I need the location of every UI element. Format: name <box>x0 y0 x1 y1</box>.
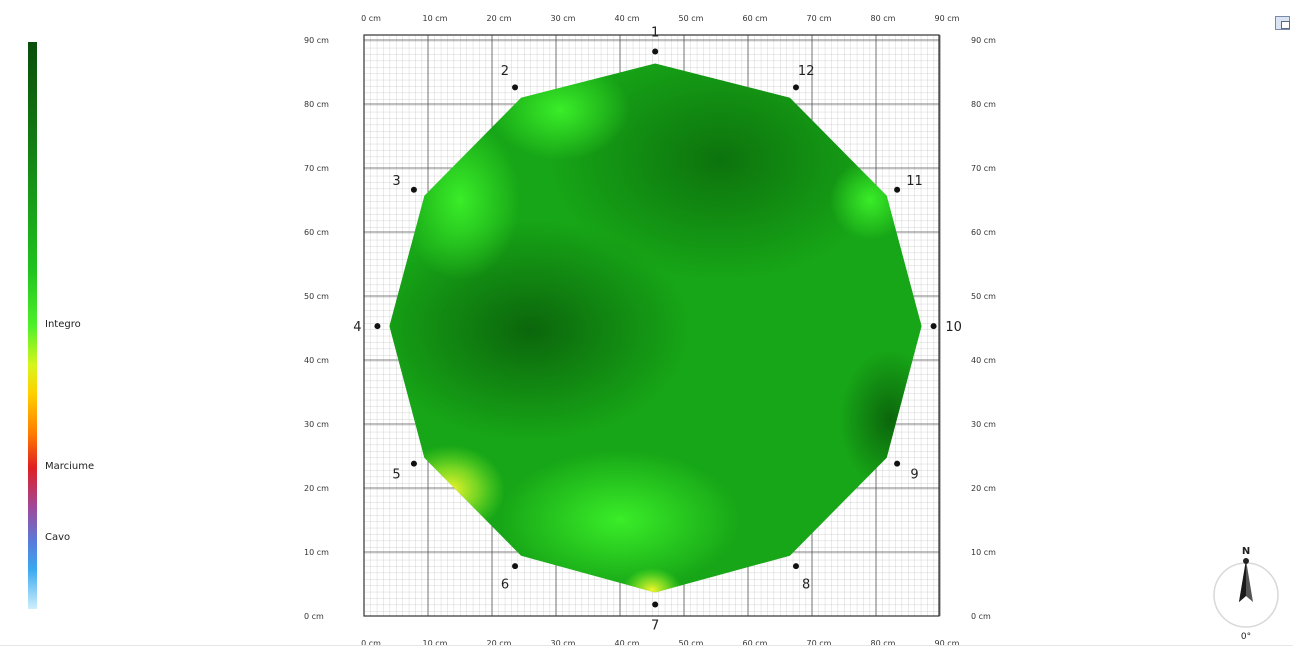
x-tick-top: 50 cm <box>679 14 704 23</box>
legend-label-integro: Integro <box>45 319 81 330</box>
y-tick-left: 30 cm <box>304 420 329 429</box>
y-tick-left: 80 cm <box>304 100 329 109</box>
x-tick-top: 20 cm <box>487 14 512 23</box>
x-axis-bottom: 0 cm 10 cm 20 cm 30 cm 40 cm 50 cm 60 cm 70 cm 8… <box>361 639 960 648</box>
x-tick-bottom: 0 cm <box>361 639 381 648</box>
y-tick-right: 10 cm <box>971 548 996 557</box>
x-tick-top: 80 cm <box>871 14 896 23</box>
x-tick-bottom: 30 cm <box>551 639 576 648</box>
sensor-label: 1 <box>651 26 659 41</box>
y-tick-right: 60 cm <box>971 228 996 237</box>
y-tick-right: 70 cm <box>971 164 996 173</box>
compass-angle-readout: 0° <box>1241 632 1251 640</box>
x-tick-bottom: 10 cm <box>423 639 448 648</box>
x-tick-top: 60 cm <box>743 14 768 23</box>
sensor-label: 10 <box>945 320 962 335</box>
sensor-point <box>410 186 417 193</box>
grid-frame <box>363 34 940 617</box>
x-tick-top: 90 cm <box>935 14 960 23</box>
sensor-label: 12 <box>798 64 815 79</box>
sensor-point <box>652 48 659 55</box>
sensor-point <box>894 186 901 193</box>
x-tick-bottom: 80 cm <box>871 639 896 648</box>
x-tick-bottom: 60 cm <box>743 639 768 648</box>
tomogram-plot: 0 cm 10 cm 20 cm 30 cm 40 cm 50 cm 60 cm 70 cm 8… <box>304 14 996 648</box>
sensor-label: 9 <box>910 468 918 483</box>
y-tick-right: 0 cm <box>971 612 991 621</box>
x-axis-top: 0 cm 10 cm 20 cm 30 cm 40 cm 50 cm 60 cm 70 cm 8… <box>361 14 960 23</box>
y-tick-left: 40 cm <box>304 356 329 365</box>
x-tick-top: 0 cm <box>361 14 381 23</box>
restore-window-icon[interactable] <box>1275 16 1290 30</box>
y-tick-left: 20 cm <box>304 484 329 493</box>
legend-label-marciume: Marciume <box>45 461 95 472</box>
y-tick-left: 50 cm <box>304 292 329 301</box>
x-tick-top: 30 cm <box>551 14 576 23</box>
x-tick-bottom: 40 cm <box>615 639 640 648</box>
y-tick-right: 90 cm <box>971 36 996 45</box>
y-axis-left: 0 cm 10 cm 20 cm 30 cm 40 cm 50 cm 60 cm 70 cm 8… <box>304 36 329 621</box>
y-tick-left: 60 cm <box>304 228 329 237</box>
y-tick-left: 90 cm <box>304 36 329 45</box>
sensor-label: 11 <box>906 174 923 189</box>
x-tick-bottom: 50 cm <box>679 639 704 648</box>
y-tick-left: 70 cm <box>304 164 329 173</box>
y-axis-right: 0 cm 10 cm 20 cm 30 cm 40 cm 50 cm 60 cm 70 cm 8… <box>971 36 996 621</box>
x-tick-top: 70 cm <box>807 14 832 23</box>
sensor-point <box>512 563 519 570</box>
y-tick-right: 30 cm <box>971 420 996 429</box>
sensor-label: 6 <box>501 577 509 592</box>
y-tick-right: 50 cm <box>971 292 996 301</box>
sensor-point <box>930 323 937 330</box>
sensor-point <box>793 84 799 91</box>
sensor-label: 5 <box>392 468 400 483</box>
divider <box>0 645 1293 646</box>
y-tick-left: 10 cm <box>304 548 329 557</box>
y-tick-right: 20 cm <box>971 484 996 493</box>
x-tick-bottom: 70 cm <box>807 639 832 648</box>
x-tick-top: 10 cm <box>423 14 448 23</box>
y-tick-right: 40 cm <box>971 356 996 365</box>
sensor-point <box>652 601 659 608</box>
legend-label-cavo: Cavo <box>45 532 71 543</box>
y-tick-left: 0 cm <box>304 612 324 621</box>
legend-color-scale <box>28 42 37 609</box>
sensor-label: 8 <box>802 577 810 592</box>
sensor-label: 4 <box>353 320 361 335</box>
compass-north-label: N <box>1242 546 1250 557</box>
y-tick-right: 80 cm <box>971 100 996 109</box>
sensor-point <box>894 460 901 467</box>
x-tick-bottom: 90 cm <box>935 639 960 648</box>
sensor-label: 3 <box>392 174 400 189</box>
compass-rose: N 0° <box>1213 546 1279 640</box>
sensor-point <box>374 323 381 330</box>
sensor-point <box>410 460 417 467</box>
sensor-point <box>793 563 799 570</box>
sensor-label: 2 <box>501 64 509 79</box>
x-tick-bottom: 20 cm <box>487 639 512 648</box>
sensor-label: 7 <box>651 619 659 634</box>
x-tick-top: 40 cm <box>615 14 640 23</box>
sensor-point <box>512 84 519 91</box>
